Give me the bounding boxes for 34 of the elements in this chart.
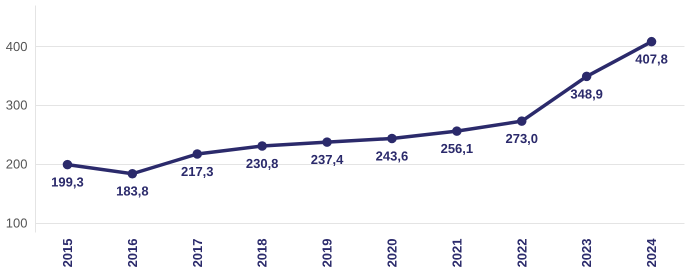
data-label: 217,3 xyxy=(180,164,214,179)
data-label: 348,9 xyxy=(570,86,603,102)
x-tick-label: 2017 xyxy=(190,238,205,268)
point xyxy=(192,149,202,159)
point xyxy=(582,72,592,82)
x-tick-label: 2015 xyxy=(60,238,75,268)
x-tick-label: 2019 xyxy=(320,238,335,268)
x-tick-label: 2018 xyxy=(254,238,270,268)
data-label: 237,4 xyxy=(310,152,344,168)
x-tick-label: 2020 xyxy=(384,238,400,268)
y-tick-label: 200 xyxy=(6,156,28,172)
x-tick-label: 2024 xyxy=(644,238,660,268)
point xyxy=(517,116,526,126)
point xyxy=(257,141,267,151)
x-tick-label: 2023 xyxy=(579,238,594,268)
point xyxy=(646,36,656,46)
data-label: 199,3 xyxy=(51,174,84,190)
x-tick-label: 2022 xyxy=(514,238,530,268)
y-tick-label: 300 xyxy=(6,98,28,113)
point xyxy=(322,137,332,147)
y-tick-label: 100 xyxy=(6,216,28,231)
data-label: 230,8 xyxy=(246,156,278,172)
x-tick-label: 2021 xyxy=(449,238,464,268)
point xyxy=(128,169,138,178)
point xyxy=(452,126,462,136)
data-label: 407,8 xyxy=(635,52,668,67)
y-tick-label: 400 xyxy=(6,38,28,54)
point xyxy=(62,160,72,170)
point xyxy=(387,134,397,144)
data-label: 243,6 xyxy=(376,148,408,164)
data-label: 273,0 xyxy=(505,131,538,146)
x-tick-label: 2016 xyxy=(124,238,140,268)
data-label: 256,1 xyxy=(440,141,474,156)
data-label: 183,8 xyxy=(116,184,149,199)
